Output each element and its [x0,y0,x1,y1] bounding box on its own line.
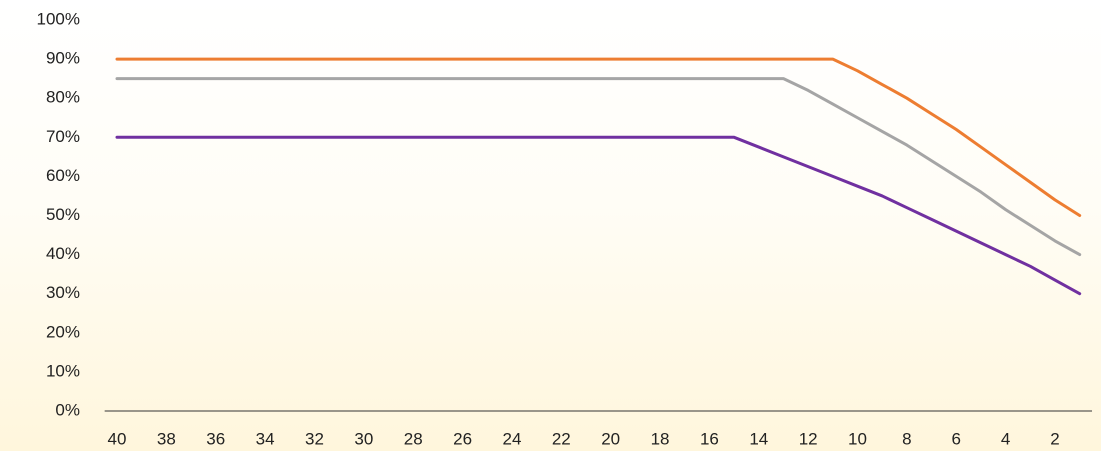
x-tick-label: 10 [848,429,867,448]
y-tick-label: 30% [46,283,80,302]
series-line [115,135,1082,296]
x-tick-label: 20 [601,429,620,448]
y-tick-label: 20% [46,322,80,341]
x-tick-label: 32 [305,429,324,448]
y-tick-label: 10% [46,361,80,380]
y-tick-label: 0% [55,400,80,419]
x-tick-label: 34 [256,429,275,448]
x-tick-label: 8 [902,429,911,448]
y-tick-label: 50% [46,205,80,224]
x-tick-label: 16 [700,429,719,448]
x-tick-label: 38 [157,429,176,448]
x-tick-label: 18 [651,429,670,448]
y-tick-label: 90% [46,49,80,68]
series-line [115,57,1082,217]
x-tick-label: 28 [404,429,423,448]
y-tick-label: 60% [46,166,80,185]
x-tick-label: 30 [354,429,373,448]
y-tick-label: 40% [46,244,80,263]
x-tick-label: 40 [108,429,127,448]
x-tick-label: 6 [952,429,961,448]
x-tick-label: 26 [453,429,472,448]
x-tick-label: 4 [1001,429,1010,448]
x-tick-label: 36 [206,429,225,448]
series-line [115,77,1082,257]
x-tick-label: 24 [502,429,521,448]
y-tick-label: 100% [37,9,80,28]
x-tick-label: 22 [552,429,571,448]
x-tick-label: 12 [799,429,818,448]
x-tick-label: 14 [749,429,768,448]
x-tick-label: 2 [1050,429,1059,448]
y-tick-label: 80% [46,88,80,107]
y-tick-label: 70% [46,127,80,146]
